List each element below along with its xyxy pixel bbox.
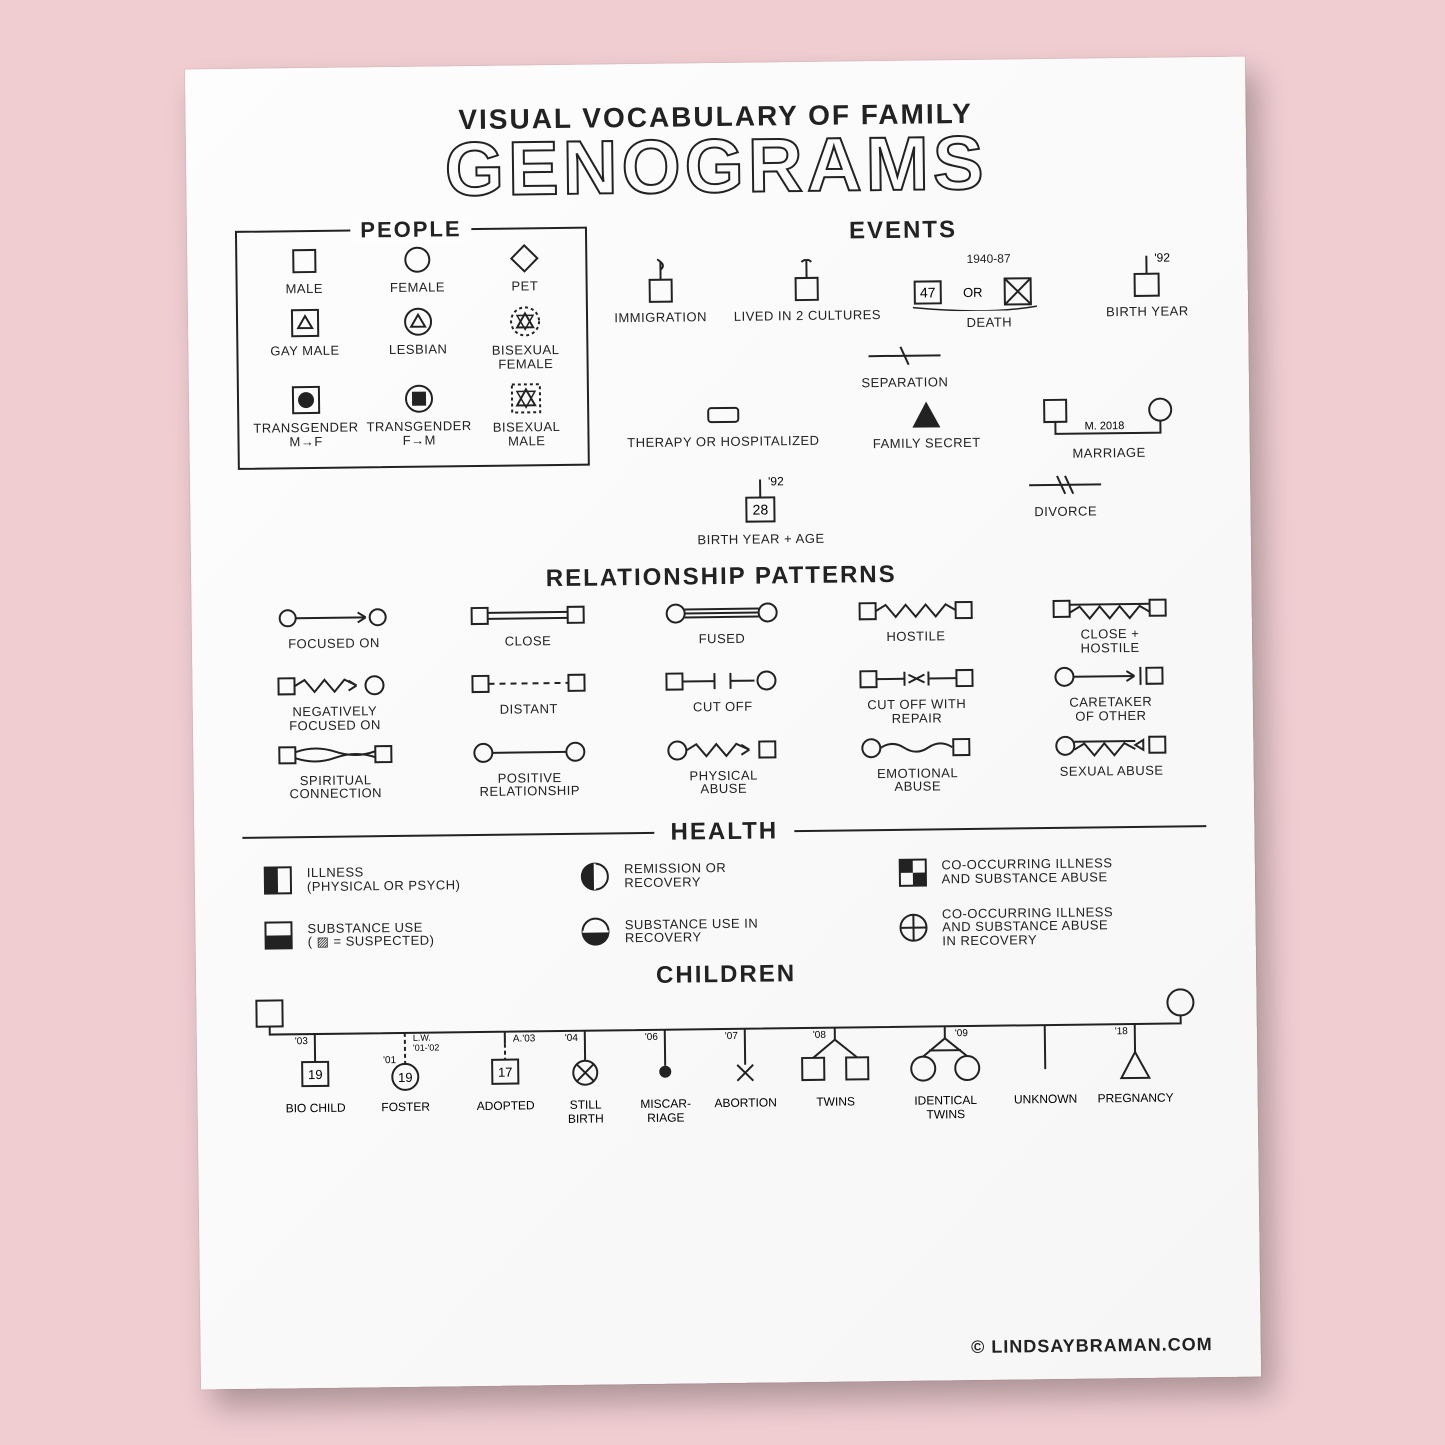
svg-text:28: 28: [752, 501, 768, 517]
rel-physical-abuse: PHYSICALABUSE: [629, 734, 818, 797]
event-death: 1940-87 47 OR DEATH: [903, 251, 1074, 331]
event-two-cultures: LIVED IN 2 CULTURES: [733, 253, 881, 332]
svg-text:'92: '92: [768, 474, 784, 488]
svg-text:TWINS: TWINS: [816, 1094, 855, 1108]
rel-negatively-focused-on: NEGATIVELYFOCUSED ON: [240, 670, 429, 733]
events-block: EVENTS IMMIGRATION LIVED IN 2 CULTURES 1…: [606, 213, 1202, 554]
svg-text:IDENTICAL: IDENTICAL: [914, 1092, 977, 1107]
people-gay-male: GAY MALE: [251, 305, 357, 374]
people-trans-mtf: TRANSGENDER M→F: [252, 382, 358, 451]
svg-text:UNKNOWN: UNKNOWN: [1013, 1091, 1076, 1106]
people-box: PEOPLE MALE FEMALE PET GAY MALE LESBIAN: [234, 227, 589, 469]
rel-emotional-abuse: EMOTIONALABUSE: [823, 731, 1012, 794]
top-row: PEOPLE MALE FEMALE PET GAY MALE LESBIAN: [234, 213, 1202, 558]
svg-text:'06: '06: [644, 1031, 658, 1042]
svg-text:19: 19: [397, 1069, 412, 1084]
event-separation: SEPARATION: [854, 340, 955, 390]
svg-text:FOSTER: FOSTER: [381, 1099, 430, 1114]
health-2: CO-OCCURRING ILLNESSAND SUBSTANCE ABUSE: [895, 852, 1189, 890]
svg-text:PREGNANCY: PREGNANCY: [1097, 1090, 1173, 1105]
relationships-block: RELATIONSHIP PATTERNS FOCUSED ONCLOSEFUS…: [239, 557, 1206, 810]
svg-text:L.W.: L.W.: [412, 1032, 430, 1042]
svg-text:17: 17: [497, 1064, 512, 1079]
rel-cut-off: CUT OFF: [628, 666, 817, 729]
people-lesbian: LESBIAN: [365, 304, 471, 373]
people-bi-female: BISEXUAL FEMALE: [478, 302, 572, 370]
svg-text:RIAGE: RIAGE: [647, 1110, 685, 1124]
rel-close-hostile: CLOSE +HOSTILE: [1015, 593, 1204, 656]
svg-text:TWINS: TWINS: [926, 1106, 965, 1120]
people-pet: PET: [477, 241, 571, 294]
event-divorce: DIVORCE: [1015, 469, 1116, 543]
people-female: FEMALE: [364, 242, 470, 295]
health-block: HEALTH ILLNESS(PHYSICAL OR PSYCH) REMISSI…: [242, 803, 1208, 956]
children-block: CHILDREN 19'03BIO CHILD19L.W.'01-'02'01F…: [243, 954, 1209, 1144]
event-secret: FAMILY SECRET: [872, 396, 981, 462]
rel-fused: FUSED: [627, 597, 816, 660]
svg-text:MISCAR-: MISCAR-: [640, 1096, 691, 1111]
event-marriage: M. 2018 MARRIAGE: [1033, 394, 1184, 460]
paper-sheet: VISUAL VOCABULARY OF FAMILY GENOGRAMS PE…: [184, 56, 1260, 1389]
svg-text:'07: '07: [724, 1030, 738, 1041]
svg-text:'01: '01: [383, 1054, 397, 1065]
rel-sexual-abuse: SEXUAL ABUSE: [1017, 729, 1206, 792]
health-0: ILLNESS(PHYSICAL OR PSYCH): [260, 859, 554, 897]
section-relationships-label: RELATIONSHIP PATTERNS: [239, 557, 1203, 597]
event-birthyear: '92 BIRTH YEAR: [1096, 249, 1197, 328]
section-health-label: HEALTH: [242, 811, 1206, 851]
svg-text:STILL: STILL: [569, 1097, 602, 1111]
rel-close: CLOSE: [433, 600, 622, 663]
svg-text:BIRTH: BIRTH: [567, 1111, 603, 1125]
event-therapy: THERAPY OR HOSPITALIZED: [626, 398, 819, 465]
health-1: REMISSION ORRECOVERY: [577, 855, 871, 893]
svg-text:'08: '08: [812, 1029, 826, 1040]
svg-text:19: 19: [307, 1066, 322, 1081]
svg-text:'04: '04: [564, 1032, 578, 1043]
credit: © LINDSAYBRAMAN.COM: [248, 1334, 1212, 1367]
people-trans-ftm: TRANSGENDER F→M: [366, 381, 472, 450]
health-4: SUBSTANCE USE INRECOVERY: [578, 907, 872, 952]
rel-distant: DISTANT: [434, 668, 623, 731]
svg-text:BIO CHILD: BIO CHILD: [285, 1100, 346, 1115]
section-people-label: PEOPLE: [350, 216, 472, 243]
health-5: CO-OCCURRING ILLNESSAND SUBSTANCE ABUSEI…: [895, 904, 1189, 949]
people-bi-male: BISEXUAL MALE: [479, 380, 573, 448]
rel-positive-relationship: POSITIVERELATIONSHIP: [435, 736, 624, 799]
title-big: GENOGRAMS: [233, 127, 1198, 207]
rel-cut-off-with-repair: CUT OFF WITHREPAIR: [822, 663, 1011, 726]
rel-caretaker-of-other: CARETAKEROF OTHER: [1016, 661, 1205, 724]
svg-text:'18: '18: [1114, 1025, 1128, 1036]
svg-text:A.'03: A.'03: [512, 1033, 535, 1044]
rel-spiritual-connection: SPIRITUALCONNECTION: [241, 739, 430, 802]
section-events-label: EVENTS: [606, 213, 1198, 248]
svg-text:'03: '03: [294, 1035, 308, 1046]
svg-text:47: 47: [920, 284, 936, 300]
svg-text:M. 2018: M. 2018: [1084, 419, 1124, 431]
svg-text:ABORTION: ABORTION: [714, 1095, 777, 1110]
svg-text:'01-'02: '01-'02: [412, 1042, 439, 1052]
health-3: SUBSTANCE USE( ▨ = SUSPECTED): [261, 911, 555, 956]
svg-text:'92: '92: [1154, 250, 1170, 264]
people-male: MALE: [251, 243, 357, 296]
children-diagram: 19 '03 BIO CHILD 19 L.W.'01-'02 '01 FOSTER 17 A.…: [244, 982, 1206, 1144]
svg-text:ADOPTED: ADOPTED: [476, 1098, 535, 1113]
svg-text:OR: OR: [963, 285, 983, 300]
rel-focused-on: FOCUSED ON: [239, 602, 428, 665]
event-birthyear-age: '9228 BIRTH YEAR + AGE: [696, 473, 824, 547]
rel-hostile: HOSTILE: [821, 595, 1010, 658]
event-immigration: IMMIGRATION: [609, 255, 710, 334]
svg-text:'09: '09: [954, 1027, 968, 1038]
